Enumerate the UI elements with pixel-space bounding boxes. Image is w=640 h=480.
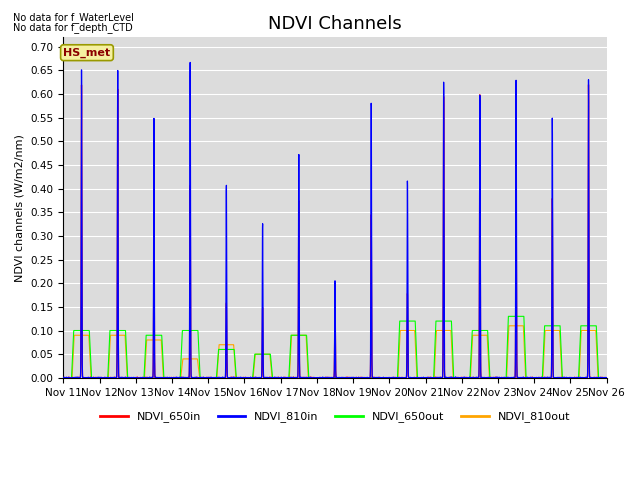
Text: No data for f_WaterLevel: No data for f_WaterLevel: [13, 12, 134, 23]
Text: HS_met: HS_met: [63, 48, 111, 58]
Title: NDVI Channels: NDVI Channels: [268, 15, 402, 33]
Legend: NDVI_650in, NDVI_810in, NDVI_650out, NDVI_810out: NDVI_650in, NDVI_810in, NDVI_650out, NDV…: [95, 407, 575, 427]
Y-axis label: NDVI channels (W/m2/nm): NDVI channels (W/m2/nm): [15, 133, 25, 281]
Text: No data for f_depth_CTD: No data for f_depth_CTD: [13, 22, 132, 33]
